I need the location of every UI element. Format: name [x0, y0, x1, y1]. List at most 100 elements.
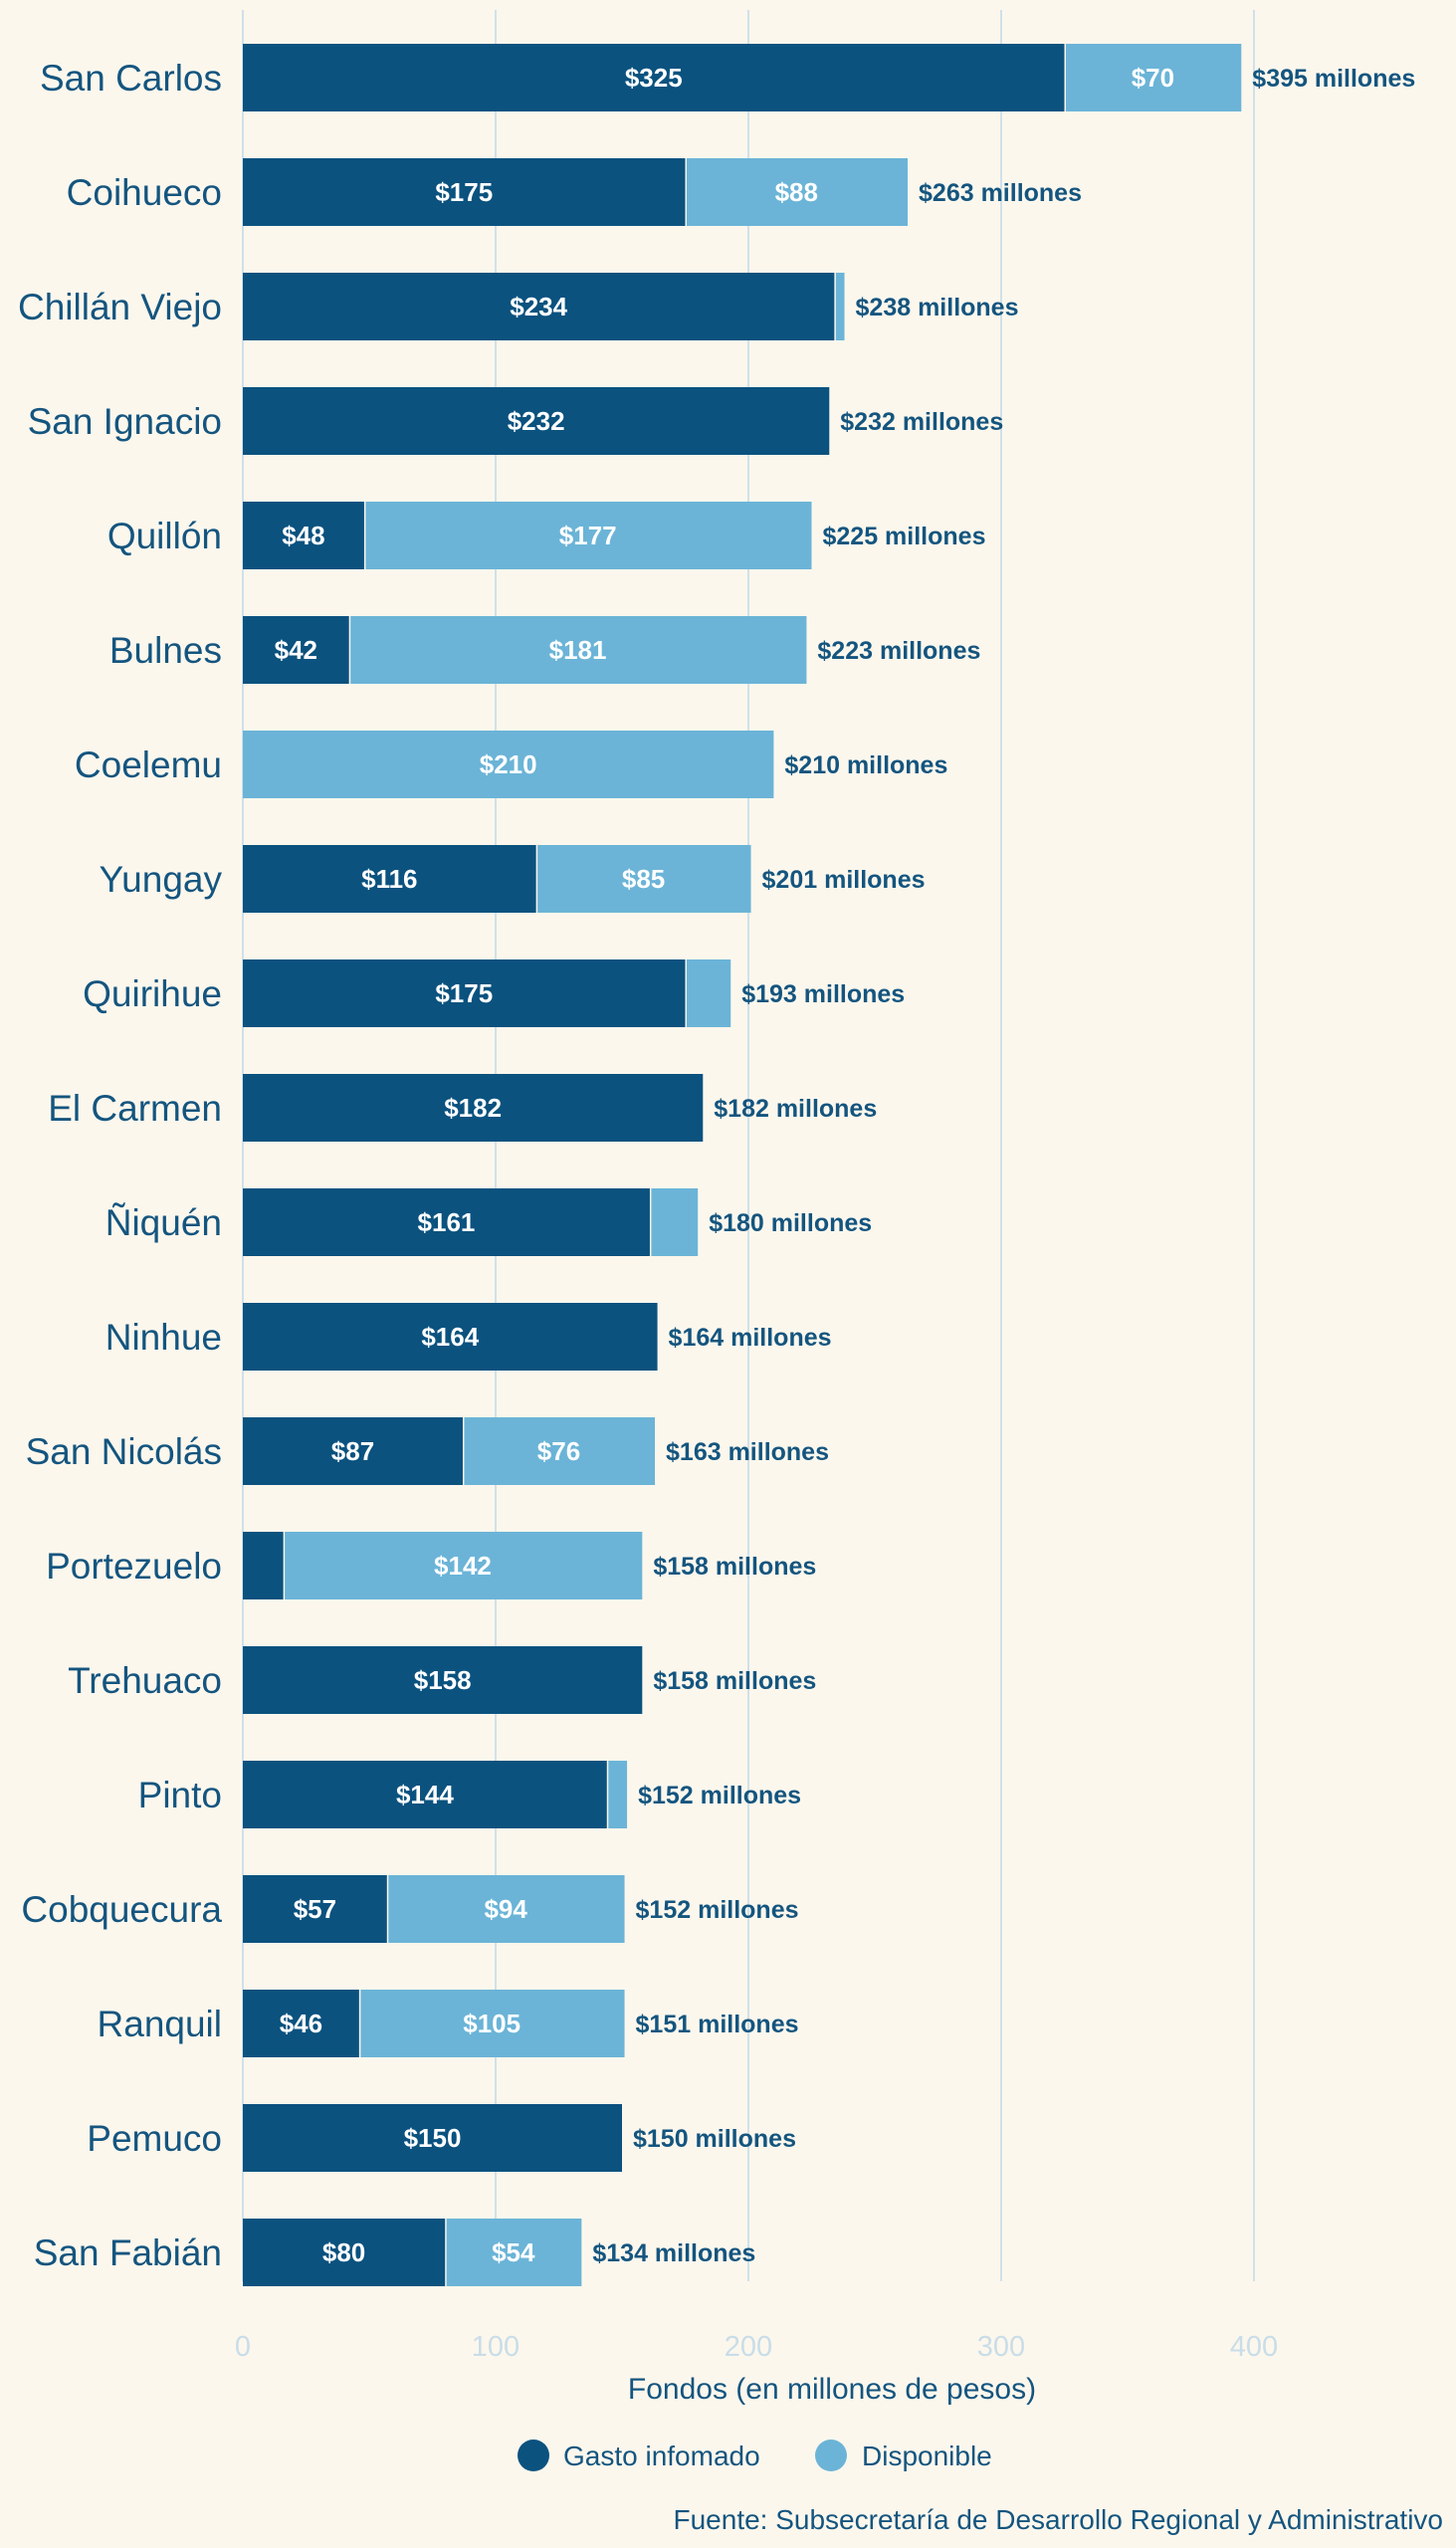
category-label: Ranquil — [98, 2004, 222, 2044]
segment-label-gasto: $87 — [331, 1436, 374, 1466]
segment-label-gasto: $42 — [275, 635, 317, 665]
bar-segment-gasto — [243, 1303, 658, 1371]
category-label: Trehuaco — [68, 1660, 222, 1701]
segment-label-gasto: $116 — [361, 864, 417, 894]
total-label: $164 millones — [669, 1324, 832, 1352]
segment-label-gasto: $46 — [280, 2009, 322, 2038]
bar-segment-gasto — [243, 2104, 622, 2172]
bar-segment-disponible — [285, 1532, 643, 1599]
x-tick-label: 300 — [977, 2331, 1025, 2363]
segment-label-gasto: $175 — [435, 978, 493, 1008]
segment-label-gasto: $161 — [418, 1207, 476, 1237]
bar-segment-disponible — [243, 731, 774, 798]
total-label: $151 millones — [636, 2011, 799, 2038]
x-axis-title: Fondos (en millones de pesos) — [628, 2373, 1036, 2406]
segment-label-disponible: $177 — [559, 521, 617, 550]
total-label: $152 millones — [636, 1896, 799, 1924]
labels-layer: San Carlos $325 $70 $395 millones Coihueco $1… — [18, 58, 1415, 2273]
segment-label-gasto: $182 — [444, 1093, 502, 1123]
legend-swatch-gasto — [518, 2440, 549, 2471]
bar-segment-gasto — [243, 1875, 387, 1943]
category-label: Ninhue — [105, 1317, 222, 1358]
legend: Gasto infomado Disponible — [518, 2440, 992, 2471]
bars-layer — [243, 44, 1242, 2286]
category-label: Portezuelo — [46, 1546, 222, 1587]
bar-segment-gasto — [243, 1532, 284, 1599]
bar-segment-gasto — [243, 158, 686, 226]
segment-label-disponible: $210 — [480, 749, 537, 779]
bar-segment-disponible — [350, 616, 807, 684]
segment-label-gasto: $232 — [508, 406, 565, 436]
segment-label-gasto: $158 — [414, 1665, 472, 1695]
bar-segment-gasto — [243, 845, 536, 913]
category-label: Pemuco — [87, 2118, 222, 2159]
category-label: Yungay — [100, 859, 223, 900]
segment-label-gasto: $57 — [294, 1894, 336, 1924]
bar-segment-disponible — [388, 1875, 625, 1943]
bar-segment-gasto — [243, 1074, 704, 1142]
bar-segment-gasto — [243, 1646, 643, 1714]
category-label: Coelemu — [75, 744, 222, 785]
total-label: $152 millones — [638, 1782, 801, 1809]
x-axis: 0 100 200 300 400 — [235, 2331, 1278, 2363]
category-label: El Carmen — [48, 1088, 222, 1129]
category-label: San Carlos — [40, 58, 222, 99]
segment-label-gasto: $325 — [625, 63, 683, 93]
bar-segment-disponible — [1066, 44, 1242, 111]
category-label: San Nicolás — [26, 1431, 222, 1472]
bar-segment-gasto — [243, 616, 349, 684]
total-label: $182 millones — [714, 1095, 877, 1123]
segment-label-gasto: $48 — [282, 521, 324, 550]
bar-segment-disponible — [835, 273, 845, 340]
bar-segment-disponible — [687, 158, 909, 226]
bar-segment-gasto — [243, 1990, 359, 2057]
bar-segment-gasto — [243, 273, 835, 340]
total-label: $134 millones — [592, 2239, 755, 2267]
total-label: $163 millones — [666, 1438, 829, 1466]
bar-segment-gasto — [243, 2219, 446, 2286]
category-label: Quillón — [107, 516, 222, 556]
segment-label-disponible: $88 — [775, 177, 818, 207]
x-tick-label: 400 — [1230, 2331, 1278, 2363]
category-label: Coihueco — [67, 172, 222, 213]
total-label: $150 millones — [633, 2125, 796, 2153]
x-tick-label: 200 — [725, 2331, 772, 2363]
segment-label-disponible: $70 — [1132, 63, 1174, 93]
bar-segment-disponible — [651, 1188, 699, 1256]
category-label: Cobquecura — [21, 1889, 222, 1930]
segment-label-disponible: $142 — [434, 1551, 492, 1581]
total-label: $263 millones — [919, 179, 1082, 207]
bar-segment-gasto — [243, 44, 1065, 111]
total-label: $158 millones — [653, 1553, 816, 1581]
bar-segment-gasto — [243, 1417, 463, 1485]
segment-label-gasto: $164 — [421, 1322, 479, 1352]
total-label: $158 millones — [653, 1667, 816, 1695]
x-tick-label: 100 — [472, 2331, 520, 2363]
category-label: Quirihue — [83, 973, 222, 1014]
total-label: $232 millones — [840, 408, 1003, 436]
legend-swatch-disponible — [815, 2440, 847, 2471]
total-label: $180 millones — [709, 1209, 872, 1237]
total-label: $210 millones — [784, 751, 947, 779]
total-label: $223 millones — [817, 637, 980, 665]
bar-segment-disponible — [464, 1417, 656, 1485]
bar-segment-disponible — [446, 2219, 582, 2286]
bar-segment-gasto — [243, 1188, 650, 1256]
segment-label-gasto: $144 — [396, 1780, 454, 1809]
total-label: $395 millones — [1252, 65, 1415, 93]
total-label: $225 millones — [823, 523, 986, 550]
category-label: Pinto — [138, 1775, 222, 1815]
segment-label-disponible: $76 — [537, 1436, 580, 1466]
bar-segment-gasto — [243, 502, 364, 569]
segment-label-disponible: $94 — [484, 1894, 527, 1924]
source-note: Fuente: Subsecretaría de Desarrollo Regi… — [674, 2504, 1444, 2535]
category-label: Ñiquén — [105, 1202, 222, 1243]
segment-label-gasto: $80 — [322, 2237, 365, 2267]
legend-label-gasto: Gasto infomado — [563, 2441, 760, 2471]
bar-segment-gasto — [243, 1761, 607, 1828]
category-label: San Fabián — [34, 2232, 222, 2273]
bar-segment-disponible — [360, 1990, 625, 2057]
category-label: Chillán Viejo — [18, 287, 222, 327]
